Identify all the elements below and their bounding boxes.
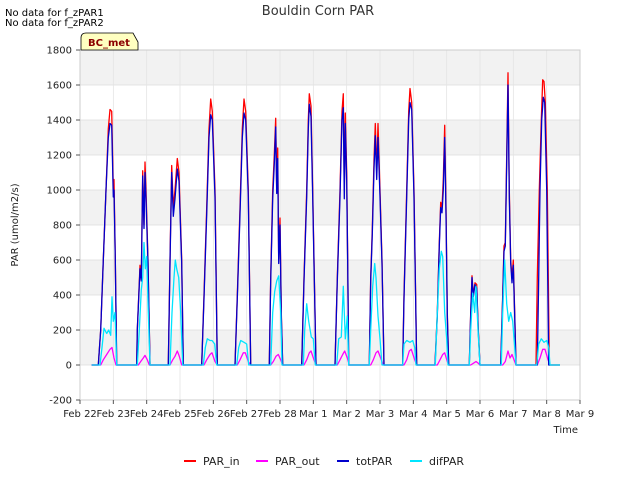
x-axis-label: Time [553,425,578,436]
grid-band [80,260,580,295]
series-layer [91,72,560,366]
y-tick-label: 1800 [47,46,72,57]
x-tick-label: Feb 23 [97,409,131,420]
badge-label: BC_met [88,38,130,49]
x-tick-label: Mar 9 [566,409,594,420]
x-tick-label: Mar 6 [466,409,494,420]
legend-label-PAR_in: PAR_in [203,455,240,468]
grid-lines [79,49,581,401]
y-tick-label: 400 [53,291,72,302]
x-tick-label: Mar 4 [399,409,427,420]
y-tick-label: 0 [66,361,72,372]
legend: PAR_in PAR_out totPAR difPAR [184,455,464,468]
x-tick-label: Mar 8 [532,409,560,420]
x-tick-label: Feb 22 [63,409,97,420]
grid-band [80,330,580,365]
x-tick-label: Mar 1 [299,409,327,420]
x-tick-label: Mar 7 [499,409,527,420]
x-tick-label: Mar 3 [366,409,394,420]
legend-label-PAR_out: PAR_out [275,455,320,468]
y-tick-label: 200 [53,326,72,337]
bc-met-badge: BC_met [80,32,139,51]
y-axis-ticks: -200 0 200 400 600 800 1000 1200 1400 1600 1800 [47,46,80,407]
y-tick-label: 800 [53,221,72,232]
x-axis-ticks: Feb 22 Feb 23 Feb 24 Feb 25 Feb 26 Feb 27 Feb … [63,400,594,420]
grid-band [80,190,580,225]
y-axis-label: PAR (umol/m2/s) [10,183,21,266]
y-tick-label: -200 [49,396,72,407]
x-tick-label: Mar 5 [432,409,460,420]
y-tick-label: 1000 [47,186,72,197]
y-tick-label: 1600 [47,81,72,92]
grid-band [80,50,580,85]
grid-band [80,120,580,155]
y-tick-label: 1200 [47,151,72,162]
x-tick-label: Mar 2 [332,409,360,420]
x-tick-label: Feb 24 [130,409,164,420]
chart-title: Bouldin Corn PAR [262,4,374,19]
no-data-message-1: No data for f_zPAR1 [5,8,104,19]
series-line-difPAR [91,241,560,366]
x-tick-label: Feb 28 [263,409,297,420]
x-tick-label: Feb 25 [163,409,197,420]
y-tick-label: 600 [53,256,72,267]
legend-label-totPAR: totPAR [356,455,393,468]
no-data-message-2: No data for f_zPAR2 [5,18,104,29]
y-tick-label: 1400 [47,116,72,127]
x-tick-label: Feb 27 [230,409,264,420]
x-tick-label: Feb 26 [197,409,231,420]
legend-label-difPAR: difPAR [429,455,464,468]
